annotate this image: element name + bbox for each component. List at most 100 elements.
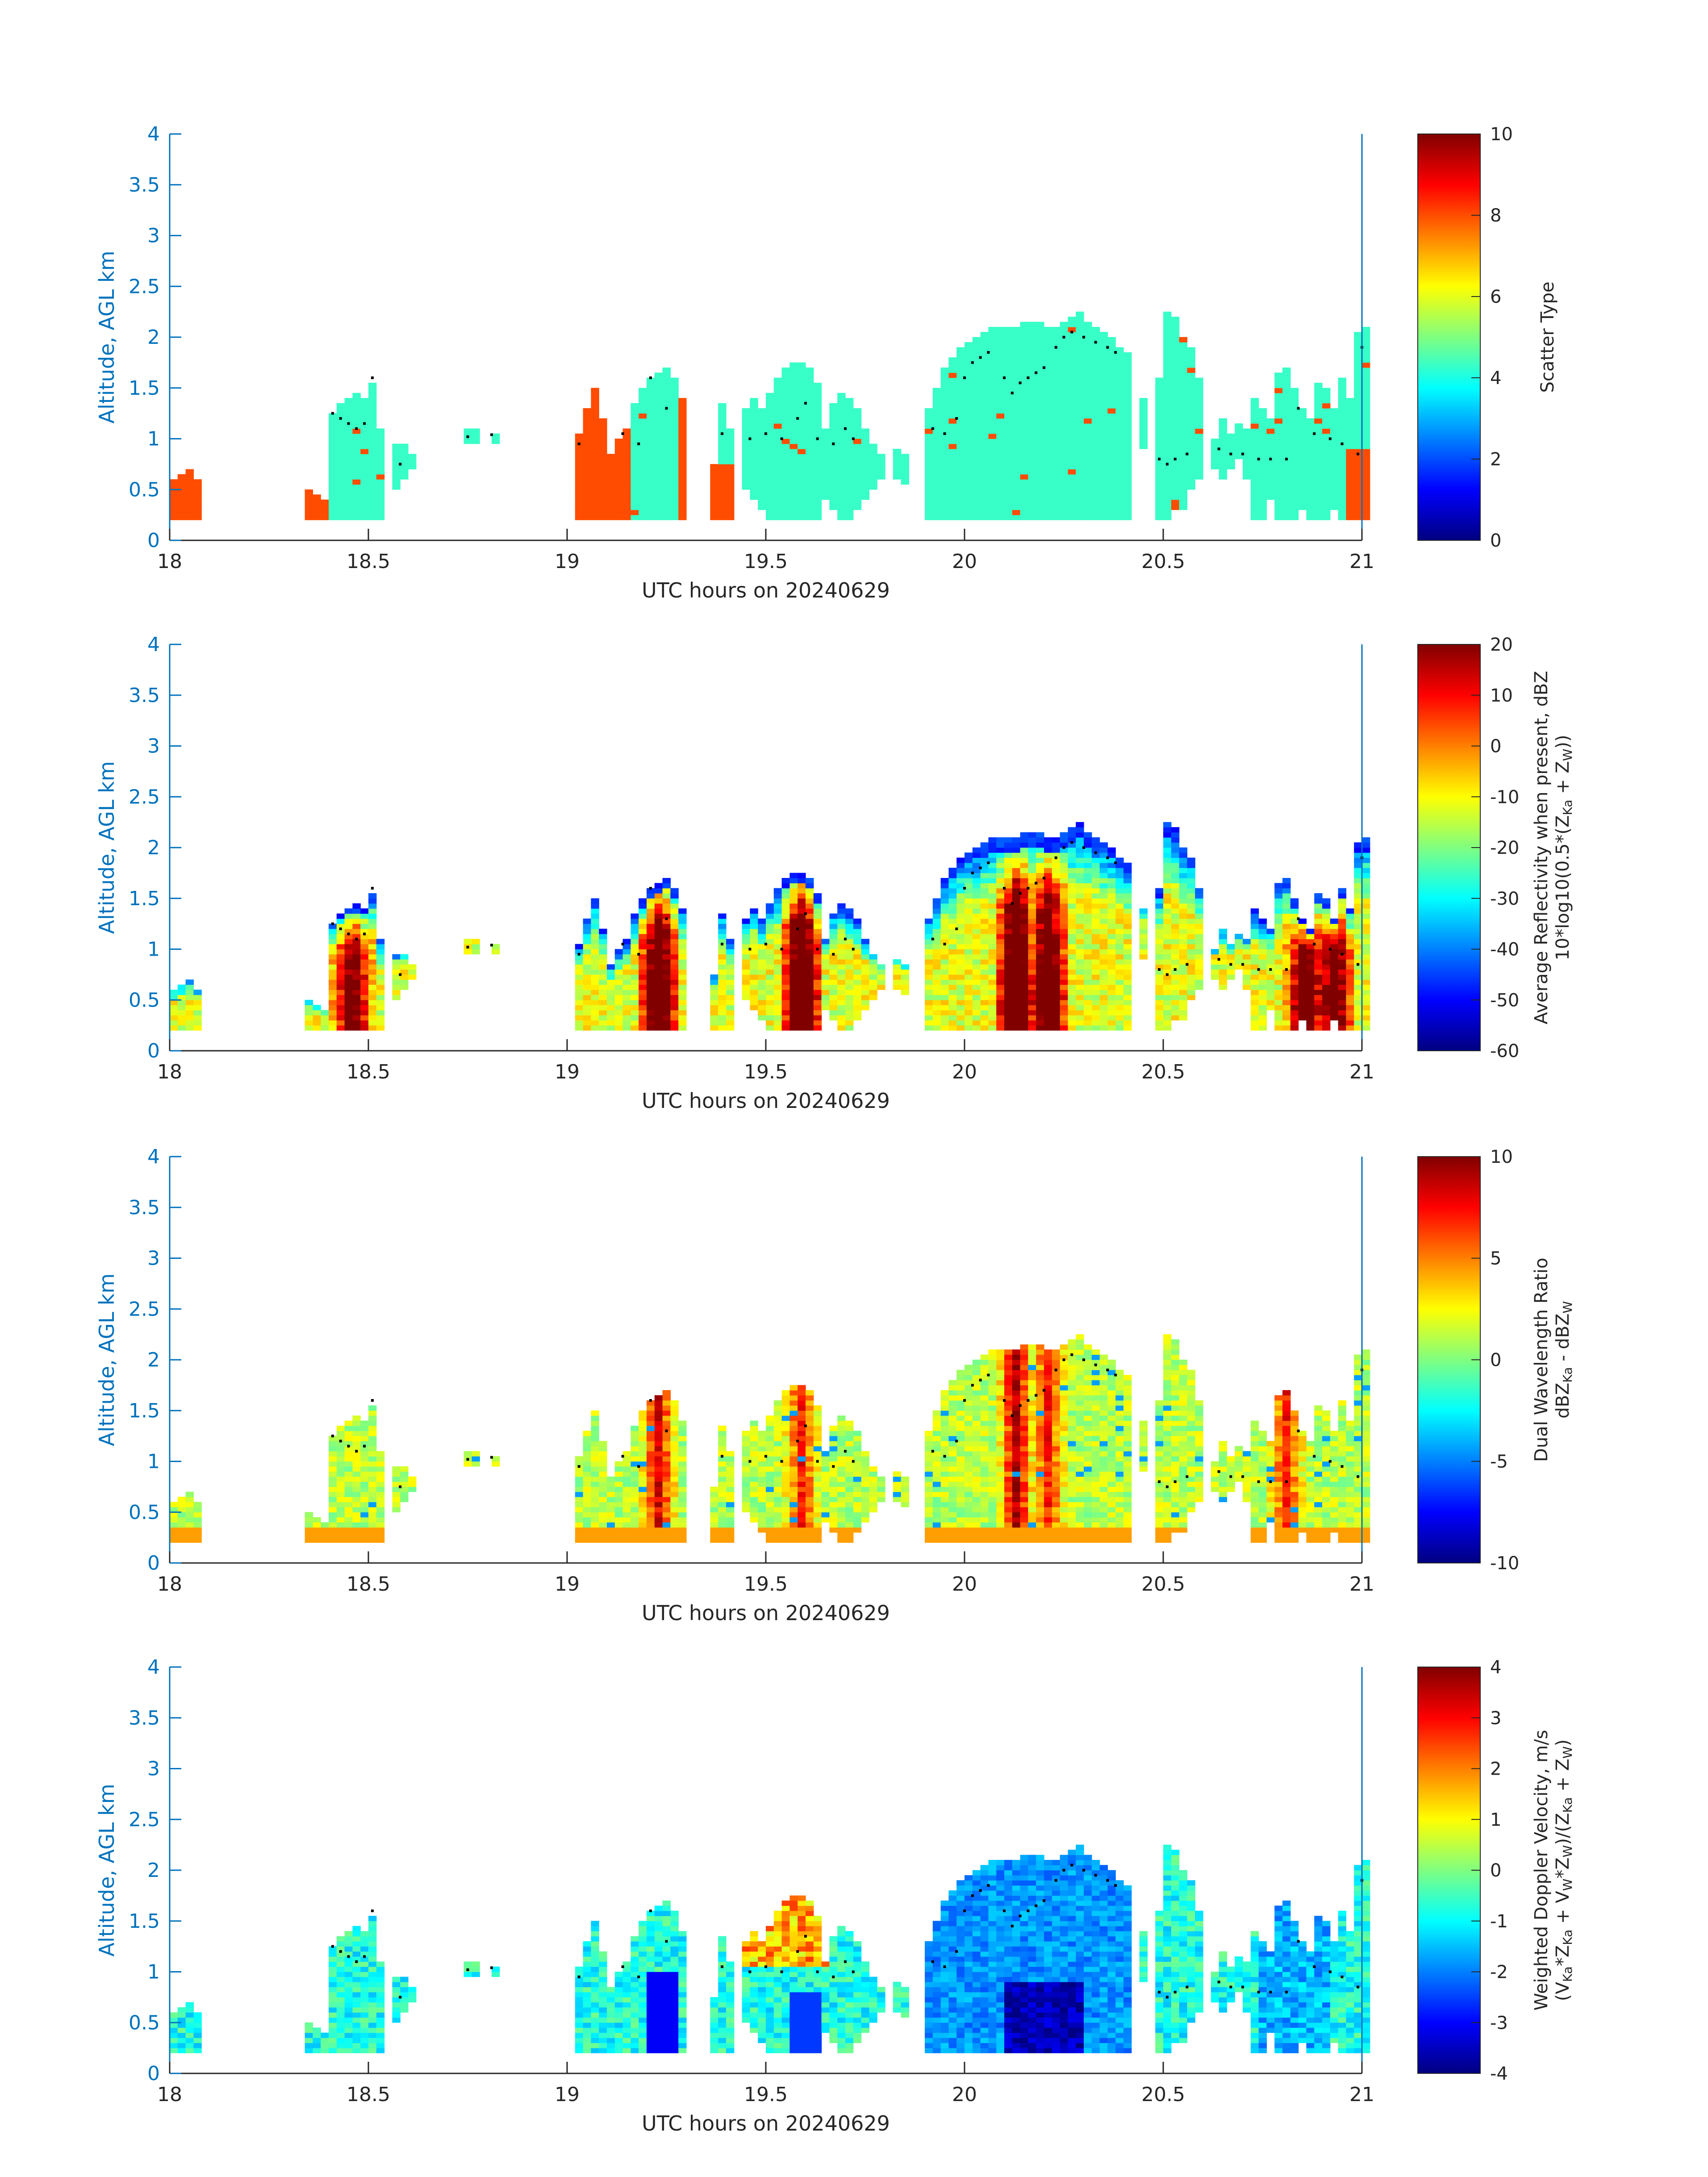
- heatmap-cell: [1020, 990, 1028, 995]
- heatmap-cell: [932, 923, 941, 929]
- heatmap-cell: [1052, 878, 1061, 883]
- heatmap-cell: [583, 418, 591, 424]
- heatmap-cell: [1091, 969, 1100, 975]
- heatmap-cell: [329, 1010, 337, 1015]
- heatmap-cell: [1076, 428, 1084, 434]
- heatmap-cell: [654, 393, 663, 398]
- heatmap-cell: [726, 510, 735, 515]
- heatmap-cell: [956, 1010, 965, 1015]
- heatmap-cell: [1187, 893, 1195, 899]
- heatmap-cell: [798, 489, 806, 495]
- heatmap-cell: [1195, 383, 1203, 389]
- heatmap-cell: [599, 484, 607, 490]
- heatmap-cell: [1290, 443, 1299, 449]
- heatmap-cell: [1258, 510, 1267, 515]
- heatmap-cell: [980, 999, 989, 1005]
- heatmap-cell: [1036, 352, 1044, 358]
- heatmap-cell: [1091, 990, 1100, 995]
- heatmap-cell: [988, 377, 997, 383]
- heatmap-cell: [948, 413, 957, 419]
- heatmap-cell: [813, 990, 822, 995]
- heatmap-cell: [829, 959, 838, 965]
- heatmap-cell: [1354, 413, 1362, 419]
- heatmap-cell: [1187, 857, 1195, 863]
- heatmap-cell: [813, 923, 822, 929]
- heatmap-cell: [583, 469, 591, 475]
- heatmap-cell: [654, 1015, 663, 1021]
- heatmap-cell: [472, 949, 480, 955]
- heatmap-cell: [583, 454, 591, 460]
- heatmap-cell: [1060, 847, 1068, 853]
- heatmap-cell: [1084, 944, 1092, 949]
- heatmap-cell: [932, 479, 941, 485]
- heatmap-cell: [1219, 449, 1227, 454]
- heatmap-cell: [352, 443, 361, 449]
- heatmap-cell: [1012, 418, 1021, 424]
- heatmap-cell: [631, 949, 639, 955]
- heatmap-cell: [360, 433, 369, 439]
- heatmap-cell: [988, 969, 997, 975]
- heatmap-cell: [1163, 939, 1172, 944]
- heatmap-cell: [1036, 489, 1044, 495]
- heatmap-cell: [1076, 822, 1084, 827]
- heatmap-cell: [980, 878, 989, 883]
- heatmap-cell: [829, 939, 838, 944]
- heatmap-cell: [813, 479, 822, 485]
- heatmap-cell: [948, 377, 957, 383]
- heatmap-cell: [996, 377, 1005, 383]
- heatmap-cell: [1052, 893, 1061, 899]
- heatmap-cell: [1243, 449, 1251, 454]
- heatmap-cell: [996, 362, 1005, 368]
- heatmap-cell: [360, 939, 369, 944]
- heatmap-cell: [329, 459, 337, 464]
- heatmap-cell: [1163, 403, 1172, 409]
- heatmap-cell: [798, 479, 806, 485]
- heatmap-cell: [352, 913, 361, 919]
- heatmap-cell: [1123, 868, 1132, 873]
- heatmap-cell: [360, 913, 369, 919]
- heatmap-cell: [1099, 868, 1108, 873]
- heatmap-cell: [591, 1005, 599, 1011]
- heatmap-cell: [1338, 398, 1346, 404]
- heatmap-cell: [821, 479, 830, 485]
- heatmap-cell: [1068, 1010, 1076, 1015]
- heatmap-cell: [599, 479, 607, 485]
- heatmap-cell: [376, 454, 385, 460]
- heatmap-cell: [1123, 928, 1132, 934]
- heatmap-cell: [1012, 368, 1021, 373]
- heatmap-cell: [980, 974, 989, 980]
- heatmap-cell: [1076, 388, 1084, 393]
- heatmap-cell: [647, 1020, 655, 1026]
- heatmap-cell: [940, 499, 949, 505]
- heatmap-cell: [1012, 878, 1021, 883]
- heatmap-cell: [654, 964, 663, 970]
- heatmap-cell: [1362, 403, 1370, 409]
- heatmap-cell: [1179, 868, 1187, 873]
- heatmap-cell: [1044, 939, 1052, 944]
- heatmap-cell: [1012, 954, 1021, 960]
- heatmap-cell: [472, 939, 480, 944]
- heatmap-cell: [1084, 923, 1092, 929]
- heatmap-cell: [313, 514, 321, 520]
- heatmap-cell: [1314, 423, 1323, 429]
- heatmap-cell: [766, 398, 774, 404]
- heatmap-cell: [1179, 999, 1187, 1005]
- heatmap-cell: [614, 1025, 623, 1031]
- heatmap-cell: [750, 994, 758, 1000]
- heatmap-cell: [726, 984, 735, 990]
- heatmap-cell: [352, 959, 361, 965]
- heatmap-cell: [1282, 984, 1291, 990]
- heatmap-cell: [1179, 464, 1187, 470]
- heatmap-cell: [710, 494, 718, 500]
- heatmap-cell: [631, 979, 639, 985]
- cloud-top-marker: [1070, 330, 1073, 334]
- heatmap-cell: [980, 469, 989, 475]
- heatmap-cell: [726, 1025, 735, 1031]
- heatmap-cell: [1187, 377, 1195, 383]
- heatmap-cell: [1068, 949, 1076, 955]
- heatmap-cell: [1004, 362, 1013, 368]
- heatmap-cell: [996, 837, 1005, 843]
- heatmap-cell: [1187, 372, 1195, 378]
- heatmap-cell: [1099, 377, 1108, 383]
- heatmap-cell: [948, 893, 957, 899]
